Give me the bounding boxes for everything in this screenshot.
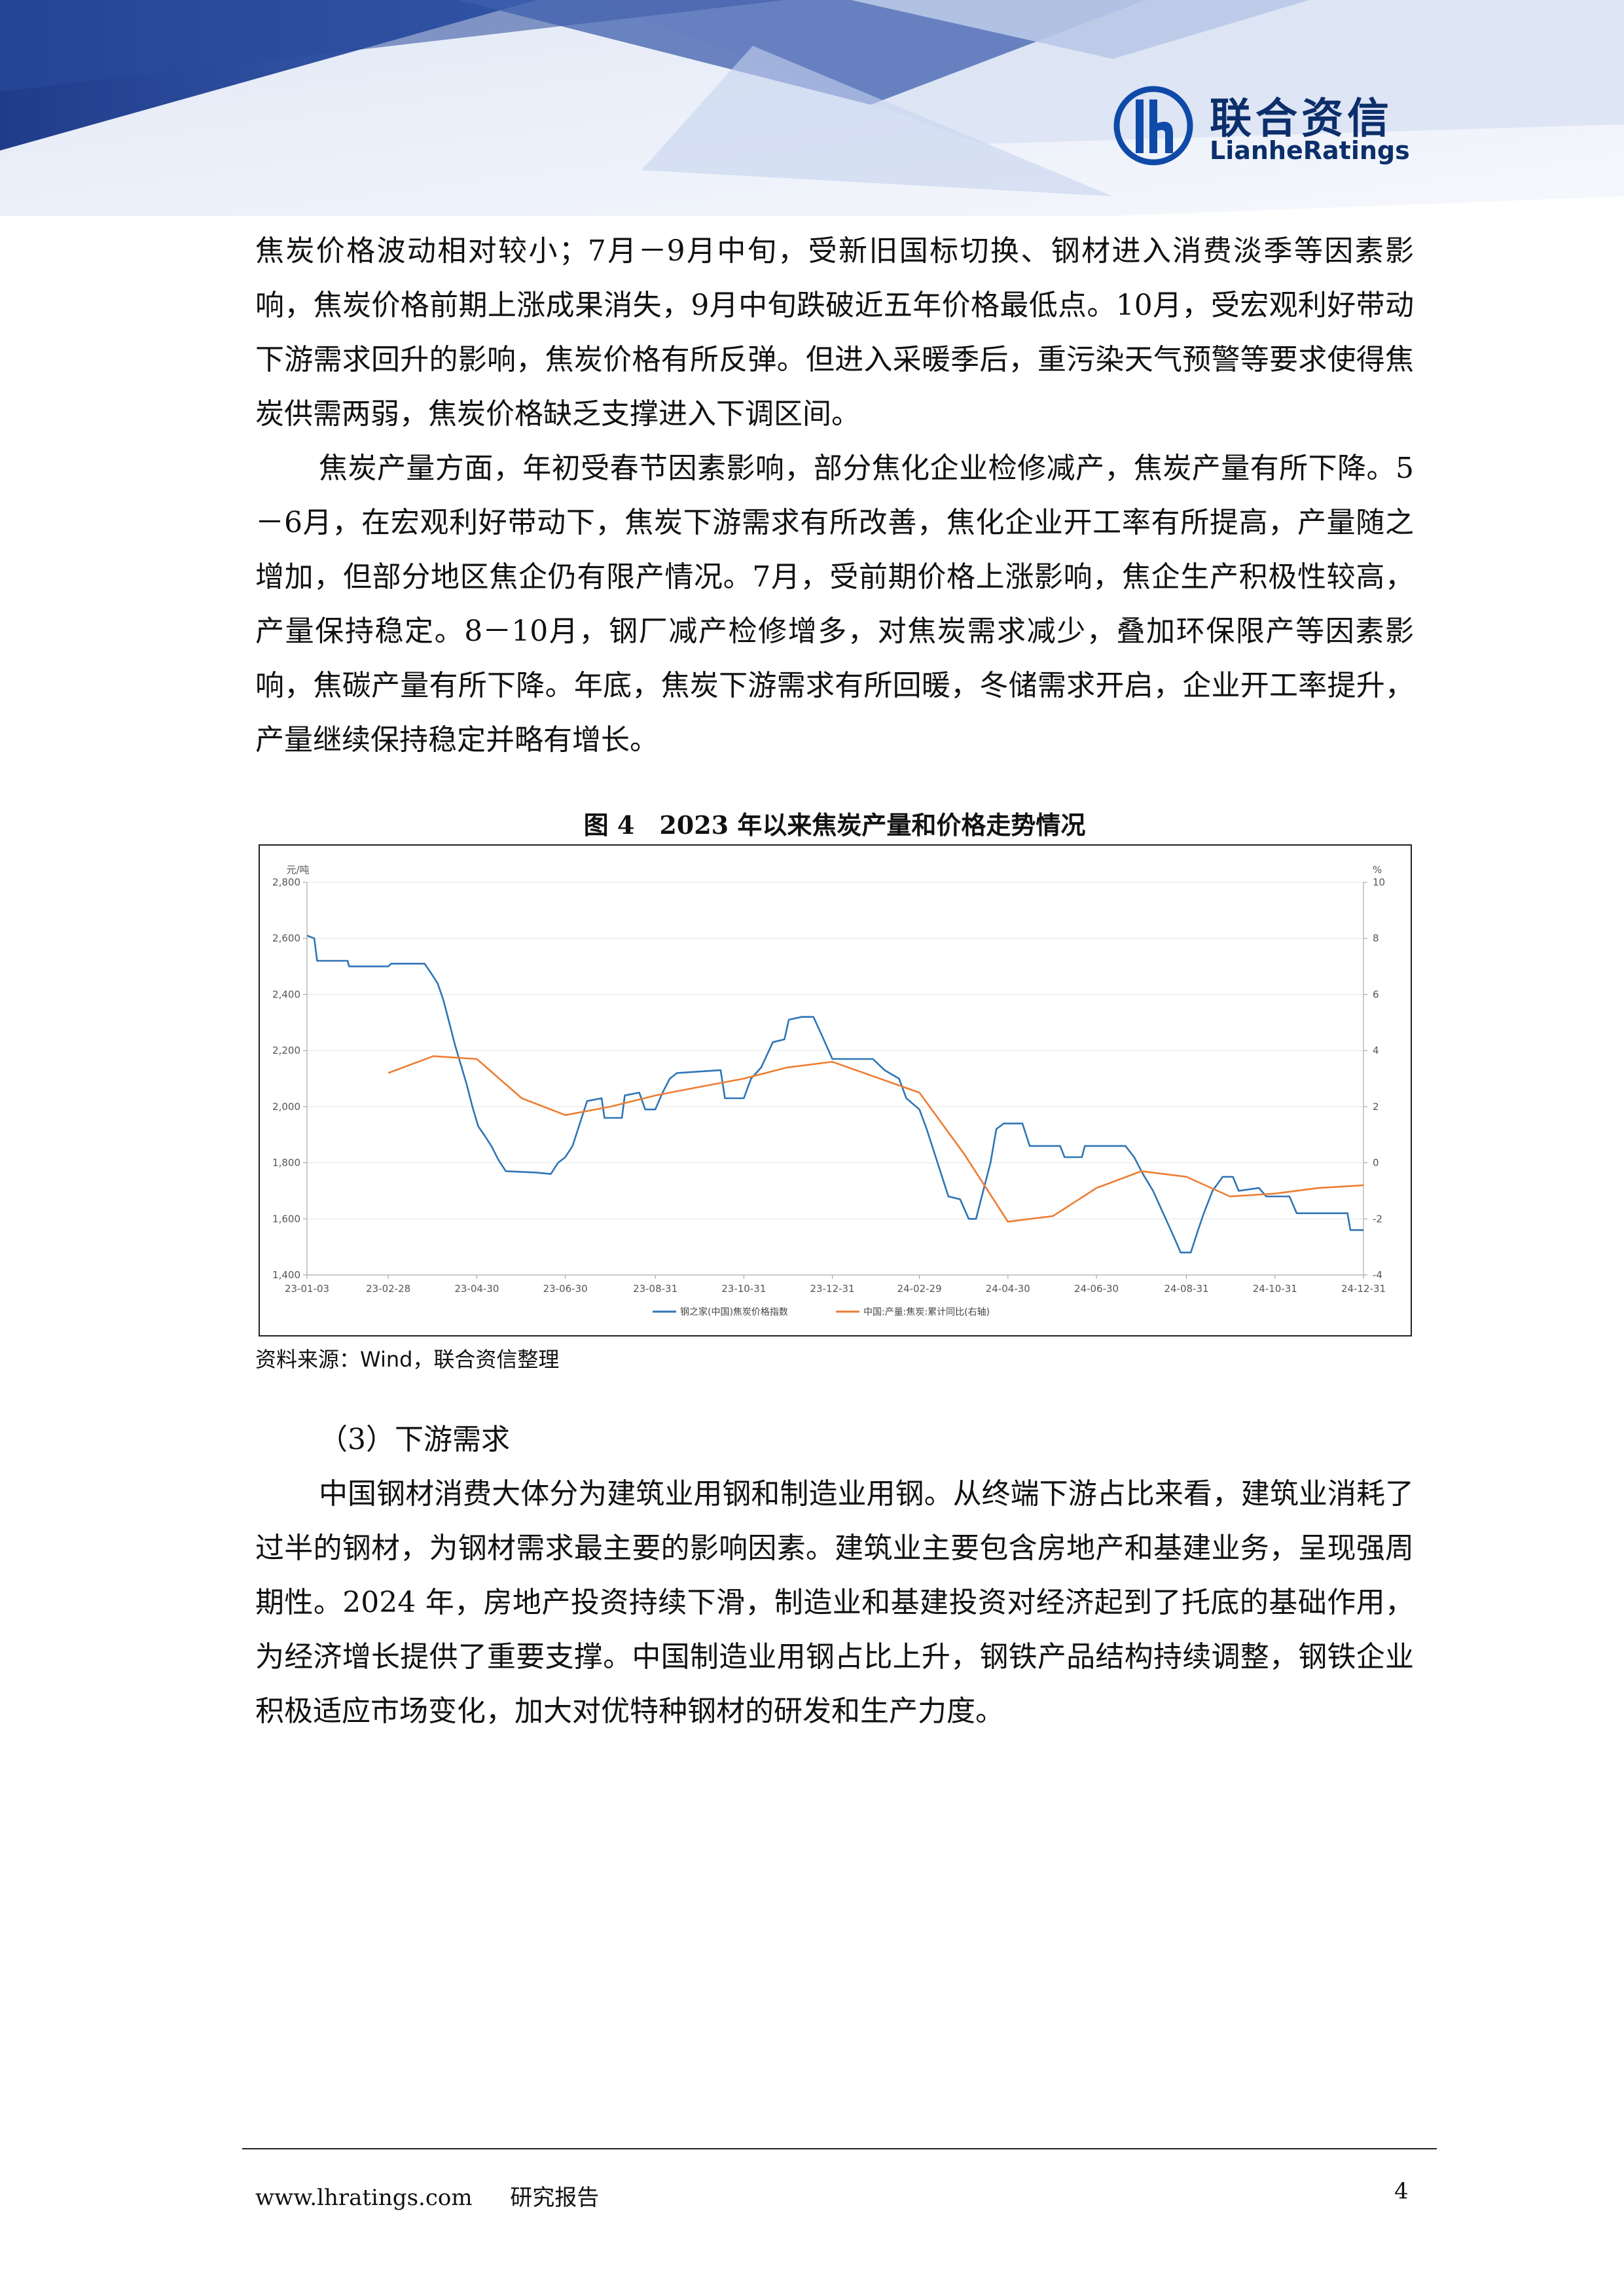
footer-divider <box>242 2148 1437 2149</box>
x-tick-label: 24-08-31 <box>1164 1283 1208 1295</box>
section-downstream: （3）下游需求 中国钢材消费大体分为建筑业用钢和制造业用钢。从终端下游占比来看，… <box>255 1412 1414 1738</box>
x-tick-label: 24-10-31 <box>1253 1283 1297 1295</box>
figure-title: 图 4 2023 年以来焦炭产量和价格走势情况 <box>583 810 1086 840</box>
left-tick-label: 2,400 <box>272 988 300 1000</box>
x-tick-label: 23-04-30 <box>454 1283 499 1295</box>
coke-price-output-chart: 1,400 1,600 1,800 2,000 2,200 2,400 2,600 2,800… <box>272 864 1386 1318</box>
x-tick-label: 23-08-31 <box>633 1283 677 1295</box>
x-tick-label: 23-06-30 <box>543 1283 588 1295</box>
legend-label-output: 中国:产量:焦炭:累计同比(右轴) <box>863 1307 990 1318</box>
section-heading: （3）下游需求 <box>319 1423 510 1456</box>
right-tick-label: -4 <box>1373 1269 1382 1281</box>
company-logo: 联合资信 LianheRatings <box>1113 85 1410 170</box>
header-polygons <box>0 0 1624 216</box>
right-tick-label: 6 <box>1373 988 1379 1000</box>
right-tick-label: 8 <box>1373 933 1379 944</box>
legend: 钢之家(中国)焦炭价格指数 中国:产量:焦炭:累计同比(右轴) <box>653 1306 990 1318</box>
page-number: 4 <box>1394 2178 1409 2204</box>
left-tick-label: 2,000 <box>272 1101 300 1113</box>
footer-label: 研究报告 <box>510 2185 600 2211</box>
paragraph-coke-output: 焦炭产量方面，年初受春节因素影响，部分焦化企业检修减产，焦炭产量有所下降。5－6… <box>255 452 1414 757</box>
logo-english: LianheRatings <box>1210 136 1410 165</box>
axes: 1,400 1,600 1,800 2,000 2,200 2,400 2,600 2,800… <box>272 864 1386 1295</box>
chart-frame: 1,400 1,600 1,800 2,000 2,200 2,400 2,600 2,800… <box>259 844 1412 1336</box>
body-paragraphs: 焦炭价格波动相对较小；7月－9月中旬，受新旧国标切换、钢材进入消费淡季等因素影响… <box>255 224 1414 767</box>
right-tick-label: -2 <box>1373 1213 1382 1225</box>
x-tick-label: 23-01-03 <box>285 1283 329 1295</box>
right-unit-label: % <box>1373 864 1382 876</box>
right-tick-label: 4 <box>1373 1045 1379 1056</box>
left-tick-label: 2,200 <box>272 1045 300 1056</box>
header-decoration: 联合资信 LianheRatings <box>0 0 1624 216</box>
left-tick-label: 1,400 <box>272 1269 300 1281</box>
left-unit-label: 元/吨 <box>286 864 309 876</box>
footer-website[interactable]: www.lhratings.com <box>255 2185 473 2211</box>
footer-left: www.lhratings.com 研究报告 <box>255 2179 599 2212</box>
logo-chinese: 联合资信 <box>1210 95 1393 143</box>
left-tick-label: 2,600 <box>272 933 300 944</box>
price-index-line <box>306 935 1363 1254</box>
x-tick-label: 24-12-31 <box>1341 1283 1386 1295</box>
paragraph-downstream: 中国钢材消费大体分为建筑业用钢和制造业用钢。从终端下游占比来看，建筑业消耗了过半… <box>255 1477 1414 1728</box>
left-tick-label: 1,800 <box>272 1157 300 1169</box>
legend-label-price: 钢之家(中国)焦炭价格指数 <box>680 1306 788 1318</box>
left-tick-label: 2,800 <box>272 876 300 888</box>
x-tick-label: 24-02-29 <box>897 1283 942 1295</box>
x-tick-label: 23-10-31 <box>721 1283 766 1295</box>
right-tick-label: 2 <box>1373 1101 1379 1113</box>
x-tick-label: 23-12-31 <box>810 1283 855 1295</box>
x-tick-label: 24-04-30 <box>986 1283 1030 1295</box>
x-tick-label: 24-06-30 <box>1074 1283 1119 1295</box>
right-tick-label: 10 <box>1373 876 1385 888</box>
paragraph-coke-price: 焦炭价格波动相对较小；7月－9月中旬，受新旧国标切换、钢材进入消费淡季等因素影响… <box>255 234 1414 431</box>
left-tick-label: 1,600 <box>272 1213 300 1225</box>
logo-mark-icon <box>1113 86 1193 166</box>
output-yoy-line <box>388 1055 1364 1223</box>
series-lines <box>306 935 1364 1254</box>
x-tick-label: 23-02-28 <box>366 1283 410 1295</box>
figure-source: 资料来源：Wind，联合资信整理 <box>255 1347 560 1372</box>
right-tick-label: 0 <box>1373 1157 1379 1169</box>
